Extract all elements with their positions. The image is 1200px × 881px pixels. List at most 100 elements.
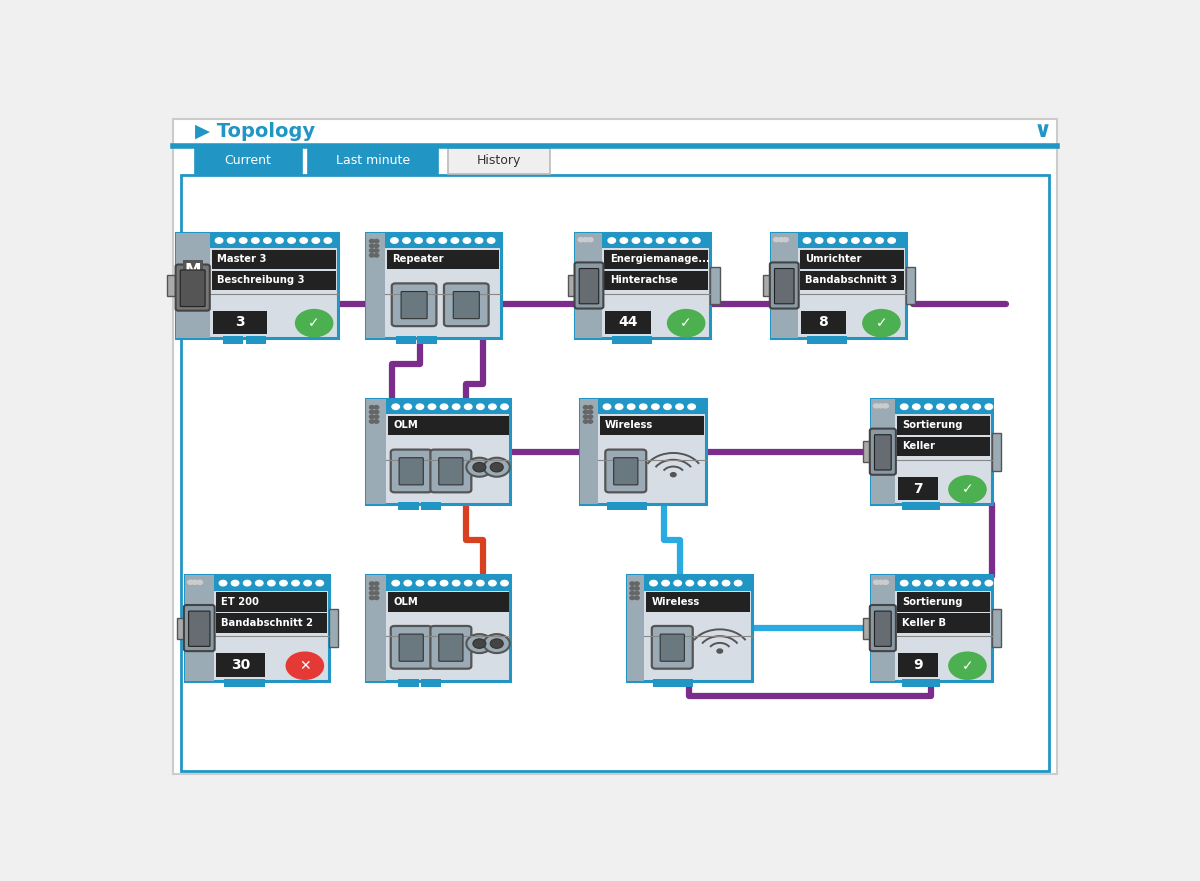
FancyBboxPatch shape [389, 416, 509, 435]
Circle shape [863, 309, 900, 337]
Circle shape [264, 238, 271, 243]
FancyBboxPatch shape [906, 267, 914, 305]
FancyBboxPatch shape [212, 311, 266, 334]
Circle shape [662, 581, 670, 586]
FancyBboxPatch shape [626, 502, 647, 510]
FancyBboxPatch shape [626, 575, 644, 681]
Circle shape [404, 581, 412, 586]
Circle shape [416, 404, 424, 410]
FancyBboxPatch shape [439, 458, 463, 485]
Circle shape [912, 404, 920, 410]
Text: OLM: OLM [394, 596, 419, 607]
FancyBboxPatch shape [391, 449, 432, 492]
FancyBboxPatch shape [366, 233, 502, 338]
FancyBboxPatch shape [175, 233, 210, 338]
Text: History: History [476, 154, 521, 167]
Circle shape [370, 244, 374, 248]
Circle shape [900, 581, 908, 586]
Circle shape [464, 404, 472, 410]
Circle shape [240, 238, 247, 243]
FancyBboxPatch shape [194, 148, 301, 174]
Circle shape [473, 463, 486, 472]
Circle shape [668, 238, 676, 243]
Text: ✓: ✓ [961, 659, 973, 673]
FancyBboxPatch shape [652, 626, 692, 669]
Circle shape [488, 581, 496, 586]
FancyBboxPatch shape [902, 678, 923, 687]
Circle shape [476, 581, 484, 586]
FancyBboxPatch shape [580, 399, 706, 504]
Circle shape [864, 238, 871, 243]
Text: ∨: ∨ [1034, 122, 1052, 142]
Circle shape [370, 591, 374, 595]
Circle shape [268, 581, 275, 586]
FancyBboxPatch shape [605, 270, 708, 290]
FancyBboxPatch shape [870, 429, 896, 475]
Text: Master 3: Master 3 [217, 254, 266, 264]
Circle shape [635, 591, 640, 595]
FancyBboxPatch shape [398, 502, 419, 510]
Circle shape [949, 404, 956, 410]
FancyBboxPatch shape [806, 336, 827, 344]
FancyBboxPatch shape [173, 119, 1057, 774]
Circle shape [467, 634, 492, 653]
FancyBboxPatch shape [385, 233, 502, 248]
FancyBboxPatch shape [580, 269, 599, 304]
FancyBboxPatch shape [188, 611, 210, 647]
FancyBboxPatch shape [366, 399, 386, 504]
FancyBboxPatch shape [175, 264, 210, 311]
Circle shape [487, 238, 494, 243]
FancyBboxPatch shape [770, 233, 906, 338]
FancyBboxPatch shape [827, 336, 847, 344]
FancyBboxPatch shape [401, 292, 427, 319]
FancyBboxPatch shape [386, 399, 510, 414]
Circle shape [688, 404, 695, 410]
Circle shape [232, 581, 239, 586]
Circle shape [949, 581, 956, 586]
Text: 3: 3 [235, 315, 245, 329]
FancyBboxPatch shape [871, 575, 991, 681]
FancyBboxPatch shape [871, 399, 991, 504]
Circle shape [473, 639, 486, 648]
FancyBboxPatch shape [898, 654, 938, 677]
FancyBboxPatch shape [245, 678, 265, 687]
Circle shape [452, 581, 460, 586]
FancyBboxPatch shape [398, 678, 419, 687]
Text: Last minute: Last minute [336, 154, 410, 167]
Circle shape [628, 404, 635, 410]
Circle shape [640, 404, 647, 410]
Text: 44: 44 [618, 315, 637, 329]
FancyBboxPatch shape [613, 458, 638, 485]
FancyBboxPatch shape [644, 575, 752, 591]
Circle shape [608, 238, 616, 243]
FancyBboxPatch shape [396, 336, 416, 344]
Circle shape [912, 581, 920, 586]
FancyBboxPatch shape [673, 678, 694, 687]
FancyBboxPatch shape [421, 502, 442, 510]
Circle shape [604, 404, 611, 410]
Text: Umrichter: Umrichter [805, 254, 862, 264]
FancyBboxPatch shape [991, 433, 1001, 470]
Circle shape [374, 591, 379, 595]
Circle shape [635, 596, 640, 600]
FancyBboxPatch shape [216, 654, 265, 677]
Circle shape [440, 581, 448, 586]
Circle shape [370, 420, 374, 423]
Circle shape [616, 404, 623, 410]
Circle shape [874, 581, 880, 584]
Circle shape [652, 404, 659, 410]
Circle shape [464, 581, 472, 586]
FancyBboxPatch shape [660, 634, 684, 662]
Circle shape [476, 404, 484, 410]
Circle shape [852, 238, 859, 243]
Circle shape [374, 248, 379, 252]
Circle shape [324, 238, 331, 243]
Text: Energiemanage...: Energiemanage... [610, 254, 709, 264]
Circle shape [686, 581, 694, 586]
FancyBboxPatch shape [902, 502, 923, 510]
Circle shape [973, 581, 980, 586]
FancyBboxPatch shape [800, 311, 846, 334]
Circle shape [370, 582, 374, 585]
Circle shape [374, 582, 379, 585]
Circle shape [883, 581, 888, 584]
